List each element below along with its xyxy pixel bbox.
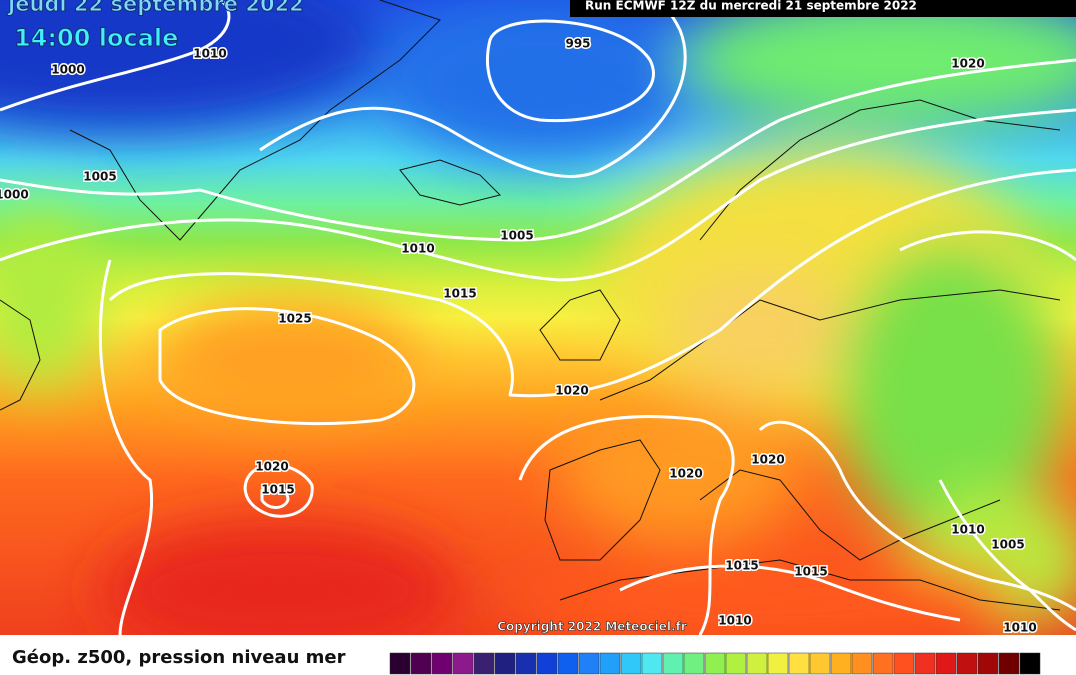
isobar-label: 1015 — [725, 559, 758, 573]
scale-swatch — [599, 652, 621, 675]
isobar-label: 1005 — [991, 538, 1024, 552]
color-scale — [389, 652, 1041, 675]
run-info: Run ECMWF 12Z du mercredi 21 septembre 2… — [585, 0, 917, 13]
isobar-label: 1020 — [555, 384, 588, 398]
isobar-label: 1000 — [51, 63, 84, 77]
isobar-label: 1015 — [443, 287, 476, 301]
forecast-date: jeudi 22 septembre 2022 — [7, 0, 304, 16]
scale-swatch — [893, 652, 915, 675]
footer-title: Géop. z500, pression niveau mer — [12, 647, 346, 668]
isobars — [0, 0, 1076, 635]
run-banner — [570, 0, 1076, 17]
scale-swatch — [641, 652, 663, 675]
scale-swatch — [494, 652, 516, 675]
scale-swatch — [578, 652, 600, 675]
scale-swatch — [515, 652, 537, 675]
scale-swatch — [452, 652, 474, 675]
copyright: Copyright 2022 Meteociel.fr — [497, 620, 687, 634]
isobar-label: 1025 — [278, 312, 311, 326]
isobar-label: 1005 — [83, 170, 116, 184]
scale-swatch — [914, 652, 936, 675]
isobar-label: 1020 — [255, 460, 288, 474]
scale-swatch — [431, 652, 453, 675]
scale-swatch — [725, 652, 747, 675]
scale-swatch — [767, 652, 789, 675]
isobar-label: 1005 — [500, 229, 533, 243]
isobar-label: 1015 — [794, 565, 827, 579]
scale-swatch — [536, 652, 558, 675]
scale-swatch — [683, 652, 705, 675]
isobar-labels: 1000 1010 995 1020 1005 1000 1010 1005 1015 1025 1… — [0, 35, 1038, 635]
scale-swatch — [998, 652, 1020, 675]
scale-swatch — [872, 652, 894, 675]
scale-swatch — [410, 652, 432, 675]
isobar-label: 1020 — [751, 453, 784, 467]
isobar-label: 1020 — [951, 57, 984, 71]
scale-swatch — [1019, 652, 1041, 675]
forecast-time: 14:00 locale — [14, 24, 178, 52]
scale-swatch — [830, 652, 852, 675]
scale-swatch — [620, 652, 642, 675]
isobar-label: 1015 — [261, 483, 294, 497]
scale-swatch — [389, 652, 411, 675]
scale-swatch — [809, 652, 831, 675]
isobar-label: 1010 — [193, 47, 226, 61]
isobar-label: 1020 — [669, 467, 702, 481]
scale-swatch — [473, 652, 495, 675]
scale-swatch — [956, 652, 978, 675]
isobar-label: 1010 — [401, 242, 434, 256]
isobar-label: 1010 — [1003, 621, 1036, 635]
scale-swatch — [662, 652, 684, 675]
scale-swatch — [746, 652, 768, 675]
isobar-label: 1010 — [718, 614, 751, 628]
scale-swatch — [851, 652, 873, 675]
scale-swatch — [788, 652, 810, 675]
map: 1000 1010 995 1020 1005 1000 1010 1005 1015 1025 1… — [0, 0, 1076, 635]
scale-swatch — [557, 652, 579, 675]
isobar-label: 1000 — [0, 188, 29, 202]
scale-swatch — [977, 652, 999, 675]
isobar-label: 1010 — [951, 523, 984, 537]
isobar-label: 995 — [565, 37, 590, 51]
scale-swatch — [935, 652, 957, 675]
scale-swatch — [704, 652, 726, 675]
